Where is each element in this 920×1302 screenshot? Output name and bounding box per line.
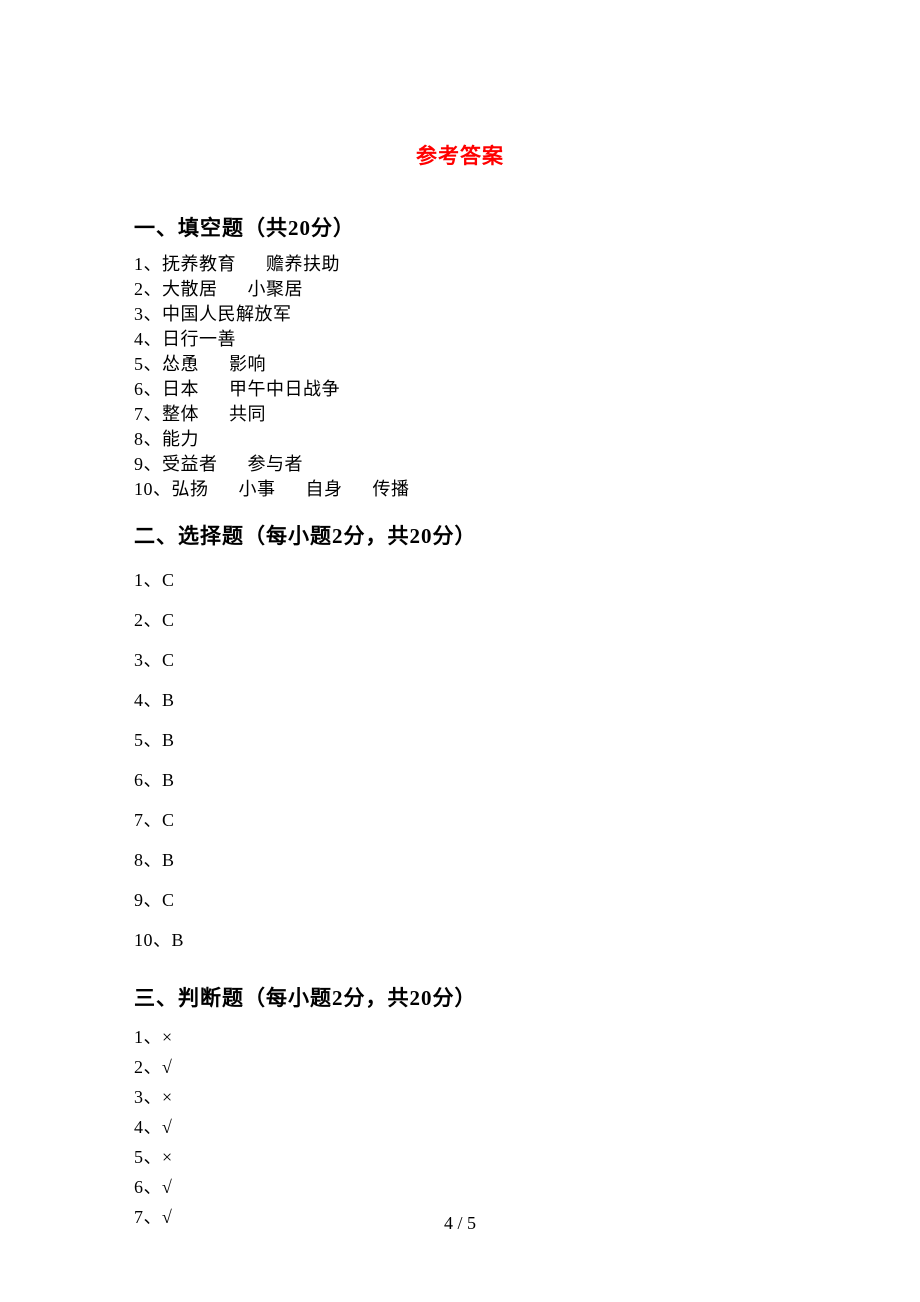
choice-item-number: 1、 (134, 570, 162, 590)
choice-item: 3、C (134, 640, 786, 680)
fill-item-answer: 小聚居 (248, 279, 304, 299)
fill-item: 5、怂恿 影响 (134, 352, 786, 377)
fill-item-answer: 自身 (306, 479, 343, 499)
fill-item-answer: 小事 (239, 479, 276, 499)
judge-item-answer: √ (162, 1117, 172, 1137)
choice-item-answer: C (162, 570, 175, 590)
fill-item-answer: 弘扬 (172, 479, 209, 499)
fill-item-number: 9、 (134, 454, 162, 474)
section-true-false: 三、判断题（每小题2分，共20分） 1、×2、√3、×4、√5、×6、√7、√ (134, 982, 786, 1232)
choice-item-answer: B (162, 690, 175, 710)
section-multiple-choice: 二、选择题（每小题2分，共20分） 1、C2、C3、C4、B5、B6、B7、C8… (134, 520, 786, 960)
judge-item-answer: × (162, 1087, 173, 1107)
judge-item-number: 4、 (134, 1117, 162, 1137)
judge-item-number: 5、 (134, 1147, 162, 1167)
fill-item: 8、能力 (134, 427, 786, 452)
fill-item: 1、抚养教育 赡养扶助 (134, 252, 786, 277)
fill-items-container: 1、抚养教育赡养扶助2、大散居小聚居3、中国人民解放军4、日行一善5、怂恿影响6… (134, 252, 786, 502)
choice-item-number: 5、 (134, 730, 162, 750)
fill-item-answer: 受益者 (162, 454, 218, 474)
fill-item-answer: 整体 (162, 404, 199, 424)
judge-item-answer: × (162, 1027, 173, 1047)
judge-item: 2、√ (134, 1052, 786, 1082)
choice-item-number: 9、 (134, 890, 162, 910)
judge-item-number: 2、 (134, 1057, 162, 1077)
choice-item: 6、B (134, 760, 786, 800)
judge-item: 1、× (134, 1022, 786, 1052)
choice-item-number: 10、 (134, 930, 172, 950)
judge-item-number: 1、 (134, 1027, 162, 1047)
choice-item-answer: C (162, 810, 175, 830)
fill-item-number: 3、 (134, 304, 162, 324)
fill-item: 2、大散居 小聚居 (134, 277, 786, 302)
choice-item-answer: B (172, 930, 185, 950)
choice-item: 4、B (134, 680, 786, 720)
answer-key-title: 参考答案 (134, 140, 786, 170)
fill-item-answer: 中国人民解放军 (162, 304, 292, 324)
fill-item-answer: 大散居 (162, 279, 218, 299)
fill-item-answer: 能力 (162, 429, 199, 449)
choice-item: 2、C (134, 600, 786, 640)
page-content: 参考答案 一、填空题（共20分） 1、抚养教育赡养扶助2、大散居小聚居3、中国人… (0, 0, 920, 1232)
choice-item: 10、B (134, 920, 786, 960)
choice-item-answer: B (162, 730, 175, 750)
choice-item: 1、C (134, 560, 786, 600)
fill-item-number: 5、 (134, 354, 162, 374)
fill-item: 4、日行一善 (134, 327, 786, 352)
fill-item-answer: 抚养教育 (162, 254, 236, 274)
fill-item-number: 1、 (134, 254, 162, 274)
fill-item: 6、日本 甲午中日战争 (134, 377, 786, 402)
choice-item: 9、C (134, 880, 786, 920)
choice-item: 5、B (134, 720, 786, 760)
choice-item-answer: C (162, 610, 175, 630)
judge-item: 3、× (134, 1082, 786, 1112)
choice-item: 7、C (134, 800, 786, 840)
fill-item-answer: 日本 (162, 379, 199, 399)
judge-item: 6、√ (134, 1172, 786, 1202)
judge-item: 5、× (134, 1142, 786, 1172)
judge-item: 4、√ (134, 1112, 786, 1142)
fill-item-answer: 参与者 (248, 454, 304, 474)
judge-items-container: 1、×2、√3、×4、√5、×6、√7、√ (134, 1022, 786, 1232)
choice-item-number: 7、 (134, 810, 162, 830)
choice-item-number: 8、 (134, 850, 162, 870)
judge-item-answer: √ (162, 1057, 172, 1077)
fill-item-number: 4、 (134, 329, 162, 349)
fill-item-answer: 赡养扶助 (266, 254, 340, 274)
fill-item: 7、整体 共同 (134, 402, 786, 427)
fill-item-number: 6、 (134, 379, 162, 399)
judge-item-answer: √ (162, 1177, 172, 1197)
choice-item-answer: B (162, 770, 175, 790)
section-fill-blank: 一、填空题（共20分） 1、抚养教育赡养扶助2、大散居小聚居3、中国人民解放军4… (134, 212, 786, 502)
choice-item-number: 2、 (134, 610, 162, 630)
judge-item-number: 3、 (134, 1087, 162, 1107)
page-number: 4 / 5 (0, 1213, 920, 1234)
choice-item-number: 3、 (134, 650, 162, 670)
fill-item: 3、中国人民解放军 (134, 302, 786, 327)
fill-item-number: 7、 (134, 404, 162, 424)
fill-item-answer: 影响 (229, 354, 266, 374)
fill-item-number: 2、 (134, 279, 162, 299)
judge-item-answer: × (162, 1147, 173, 1167)
fill-item-answer: 怂恿 (162, 354, 199, 374)
section-2-header: 二、选择题（每小题2分，共20分） (134, 520, 786, 550)
section-1-header: 一、填空题（共20分） (134, 212, 786, 242)
fill-item-number: 8、 (134, 429, 162, 449)
choice-item-answer: B (162, 850, 175, 870)
section-3-header: 三、判断题（每小题2分，共20分） (134, 982, 786, 1012)
fill-item: 10、弘扬 小事 自身 传播 (134, 477, 786, 502)
fill-item-answer: 日行一善 (162, 329, 236, 349)
judge-item-number: 6、 (134, 1177, 162, 1197)
fill-item-answer: 共同 (229, 404, 266, 424)
fill-item-answer: 传播 (373, 479, 410, 499)
fill-item-answer: 甲午中日战争 (229, 379, 340, 399)
choice-item: 8、B (134, 840, 786, 880)
fill-item: 9、受益者 参与者 (134, 452, 786, 477)
choice-item-number: 4、 (134, 690, 162, 710)
choice-item-answer: C (162, 650, 175, 670)
fill-item-number: 10、 (134, 479, 172, 499)
choice-items-container: 1、C2、C3、C4、B5、B6、B7、C8、B9、C10、B (134, 560, 786, 960)
choice-item-number: 6、 (134, 770, 162, 790)
choice-item-answer: C (162, 890, 175, 910)
